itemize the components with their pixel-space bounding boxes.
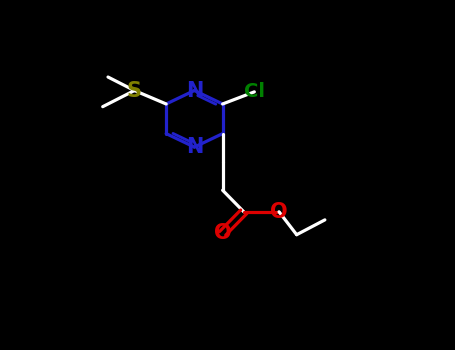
Text: S: S xyxy=(127,80,142,100)
Text: N: N xyxy=(186,80,203,100)
Text: Cl: Cl xyxy=(244,82,265,102)
Text: O: O xyxy=(214,223,232,243)
Text: N: N xyxy=(186,137,203,157)
Text: O: O xyxy=(270,202,288,222)
